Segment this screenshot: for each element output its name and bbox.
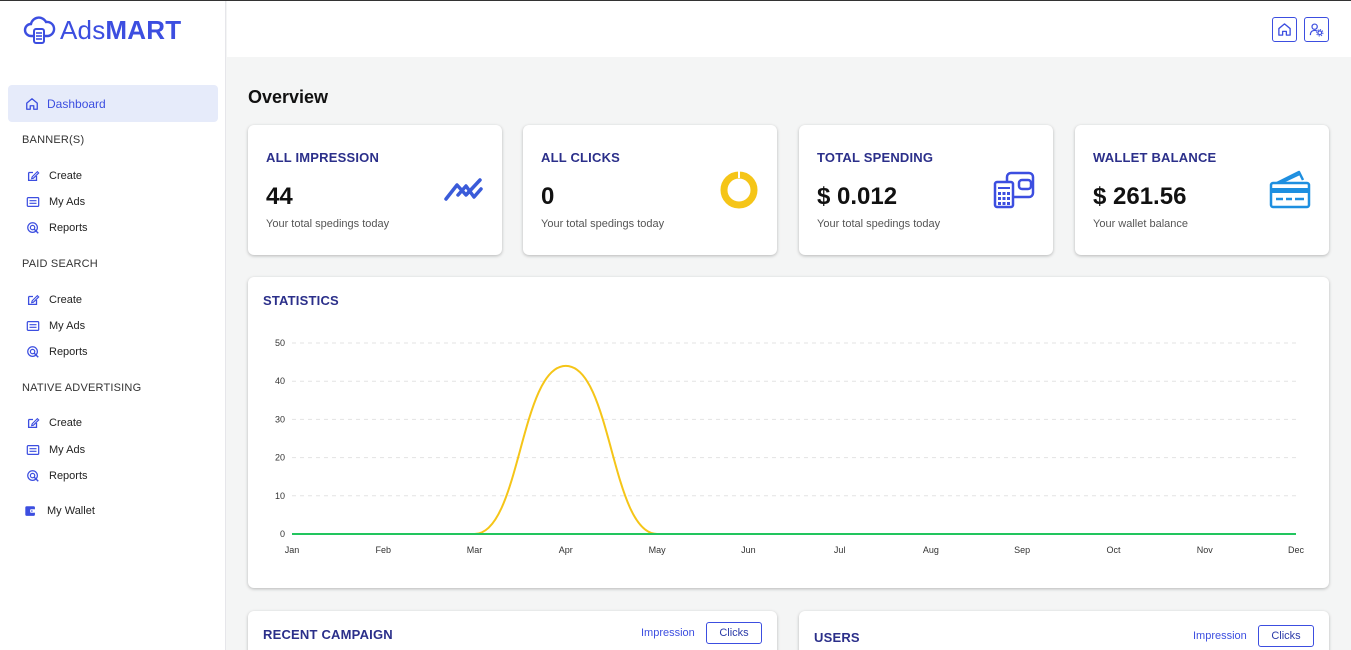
logo-text: AdsMART xyxy=(60,15,182,45)
stat-subtitle: Your total spedings today xyxy=(817,218,941,230)
sidebar-item-label: My Wallet xyxy=(47,505,95,517)
sidebar-item-native-reports[interactable]: Reports xyxy=(26,469,88,483)
stat-subtitle: Your total spedings today xyxy=(266,218,390,230)
y-tick-label: 0 xyxy=(280,529,285,539)
x-tick-label: Dec xyxy=(1288,545,1305,555)
statistics-chart: 0 10 20 30 40 50 Jan Feb Mar Apr May Jun Jul Aug Sep Oc… xyxy=(275,338,1305,555)
sidebar-item-label: My Ads xyxy=(49,320,86,332)
y-tick-label: 40 xyxy=(275,376,285,386)
stat-title: WALLET BALANCE xyxy=(1093,150,1217,165)
x-tick-label: Feb xyxy=(376,545,392,555)
users-title: USERS xyxy=(814,630,860,645)
y-tick-label: 20 xyxy=(275,453,285,463)
sidebar-item-label: Create xyxy=(49,417,83,429)
x-tick-label: Aug xyxy=(923,545,939,555)
sidebar-item-search-reports[interactable]: Reports xyxy=(26,345,88,359)
sidebar-item-my-wallet[interactable]: My Wallet xyxy=(24,504,95,518)
sidebar-item-label: Create xyxy=(49,294,83,306)
sidebar-item-label: Reports xyxy=(49,470,88,482)
stat-value: 44 xyxy=(266,183,293,210)
sidebar-item-label: Dashboard xyxy=(47,96,106,111)
stat-title: TOTAL SPENDING xyxy=(817,150,934,165)
stat-card-wallet-balance: WALLET BALANCE $ 261.56 Your wallet bala… xyxy=(1075,125,1329,255)
trend-icon xyxy=(444,178,483,201)
logo[interactable]: AdsMART xyxy=(22,15,181,46)
x-tick-label: Jun xyxy=(741,545,756,555)
section-title-banners: BANNER(S) xyxy=(22,134,85,146)
section-title-native-advertising: NATIVE ADVERTISING xyxy=(22,382,142,394)
stat-value: $ 0.012 xyxy=(817,183,898,210)
stat-card-impression: ALL IMPRESSION 44 Your total spedings to… xyxy=(248,125,502,255)
home-icon xyxy=(26,97,38,110)
donut-icon xyxy=(720,170,758,209)
x-tick-label: Oct xyxy=(1106,545,1121,555)
sidebar-item-label: Create xyxy=(49,170,83,182)
x-tick-label: Jul xyxy=(834,545,846,555)
impression-toggle[interactable]: Impression xyxy=(1193,630,1247,642)
sidebar-item-label: My Ads xyxy=(49,444,86,456)
list-icon xyxy=(26,321,40,331)
target-icon xyxy=(27,222,39,234)
target-icon xyxy=(27,346,39,358)
clicks-toggle[interactable]: Clicks xyxy=(706,622,762,644)
statistics-title: STATISTICS xyxy=(263,293,339,308)
x-tick-label: Apr xyxy=(559,545,573,555)
edit-icon xyxy=(27,417,40,429)
x-tick-label: Sep xyxy=(1014,545,1030,555)
y-tick-label: 10 xyxy=(275,491,285,501)
edit-icon xyxy=(27,170,40,182)
sidebar-item-native-my-ads[interactable]: My Ads xyxy=(26,443,85,457)
stat-title: ALL IMPRESSION xyxy=(266,150,380,165)
calculator-wallet-icon xyxy=(993,171,1035,209)
x-tick-label: Jan xyxy=(285,545,300,555)
stat-card-total-spending: TOTAL SPENDING $ 0.012 Your total spedin… xyxy=(799,125,1053,255)
y-tick-label: 30 xyxy=(275,414,285,424)
stat-value: 0 xyxy=(541,183,555,210)
clicks-toggle[interactable]: Clicks xyxy=(1258,625,1314,647)
sidebar: AdsMART Dashboard BANNER(S) Create My Ad… xyxy=(0,1,226,650)
sidebar-item-banner-my-ads[interactable]: My Ads xyxy=(26,195,85,209)
home-button[interactable] xyxy=(1272,17,1297,42)
sidebar-item-label: Reports xyxy=(49,222,88,234)
wallet-icon xyxy=(25,506,36,516)
page-title: Overview xyxy=(248,87,329,107)
sidebar-item-label: Reports xyxy=(49,346,88,358)
recent-campaign-title: RECENT CAMPAIGN xyxy=(263,627,393,642)
stat-card-clicks: ALL CLICKS 0 Your total spedings today xyxy=(523,125,777,255)
section-title-paid-search: PAID SEARCH xyxy=(22,258,98,270)
x-tick-label: Mar xyxy=(467,545,483,555)
stat-subtitle: Your wallet balance xyxy=(1093,218,1188,230)
sidebar-item-banner-create[interactable]: Create xyxy=(26,169,82,183)
stat-value: $ 261.56 xyxy=(1093,183,1187,210)
list-icon xyxy=(26,197,40,207)
sidebar-item-dashboard[interactable]: Dashboard xyxy=(8,85,218,122)
sidebar-item-banner-reports[interactable]: Reports xyxy=(26,221,88,235)
user-settings-button[interactable] xyxy=(1304,17,1329,42)
statistics-card: STATISTICS 0 10 20 30 40 50 Jan Feb Mar Apr May Jun… xyxy=(248,277,1329,588)
sidebar-item-search-my-ads[interactable]: My Ads xyxy=(26,319,85,333)
home-icon xyxy=(1278,23,1291,36)
stat-subtitle: Your total spedings today xyxy=(541,218,665,230)
series-line-0 xyxy=(291,364,1296,535)
sidebar-item-label: My Ads xyxy=(49,196,86,208)
sidebar-item-search-create[interactable]: Create xyxy=(26,293,82,307)
user-settings-icon xyxy=(1309,23,1324,37)
cloud-logo-icon xyxy=(23,15,56,44)
stat-title: ALL CLICKS xyxy=(541,150,621,165)
x-tick-label: May xyxy=(649,545,667,555)
credit-card-icon xyxy=(1269,170,1311,209)
y-tick-label: 50 xyxy=(275,338,285,348)
target-icon xyxy=(27,470,39,482)
impression-toggle[interactable]: Impression xyxy=(641,627,695,639)
users-card: USERS Impression Clicks xyxy=(799,611,1329,650)
top-bar xyxy=(227,1,1351,57)
recent-campaign-card: RECENT CAMPAIGN Impression Clicks xyxy=(248,611,777,650)
list-icon xyxy=(26,445,40,455)
edit-icon xyxy=(27,294,40,306)
x-tick-label: Nov xyxy=(1197,545,1214,555)
sidebar-item-native-create[interactable]: Create xyxy=(26,416,82,430)
